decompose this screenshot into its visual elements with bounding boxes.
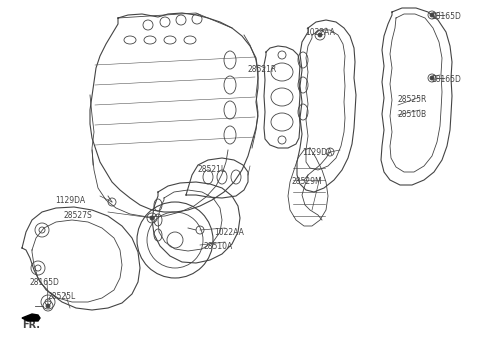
Text: 28165D: 28165D [432, 12, 462, 21]
Text: 1022AA: 1022AA [214, 228, 244, 237]
Text: 28527S: 28527S [63, 211, 92, 220]
Text: 28165D: 28165D [30, 278, 60, 287]
Circle shape [430, 13, 434, 17]
Text: 28525R: 28525R [398, 95, 427, 104]
Circle shape [150, 216, 154, 220]
Polygon shape [22, 314, 40, 321]
Circle shape [430, 76, 434, 80]
Text: 28529M: 28529M [292, 177, 323, 186]
Text: 28165D: 28165D [432, 75, 462, 84]
Text: 28525L: 28525L [48, 292, 76, 301]
Text: 28510B: 28510B [398, 110, 427, 119]
Circle shape [46, 304, 50, 308]
Text: 1022AA: 1022AA [305, 28, 335, 37]
Text: 28521L: 28521L [198, 165, 226, 174]
Text: 28521R: 28521R [248, 65, 277, 74]
Text: FR.: FR. [22, 320, 40, 330]
Circle shape [318, 33, 322, 37]
Text: 1129DA: 1129DA [55, 196, 85, 205]
Text: 28510A: 28510A [204, 242, 233, 251]
Text: 1129DA: 1129DA [302, 148, 332, 157]
